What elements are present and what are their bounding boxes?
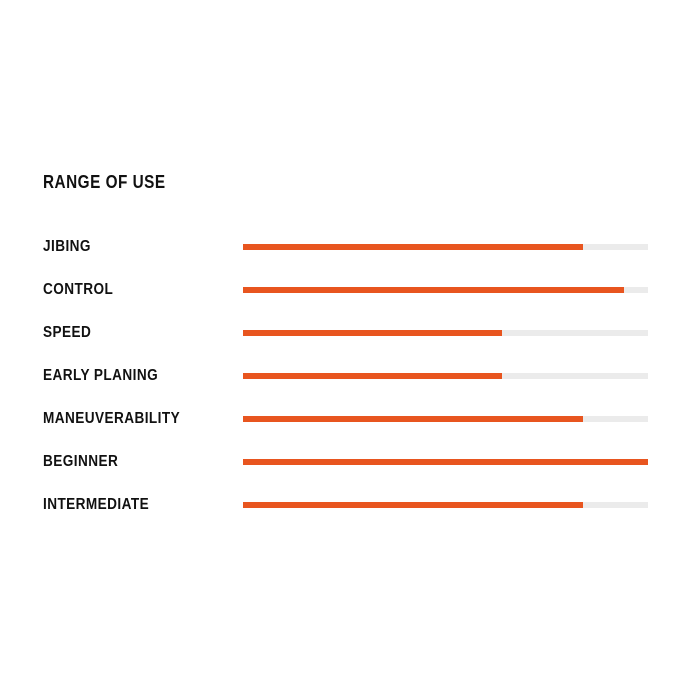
chart-row: INTERMEDIATE [43,483,648,526]
bar-fill [243,243,584,250]
category-label-text: EARLY PLANING [43,366,159,384]
category-label-text: INTERMEDIATE [43,495,150,513]
category-label: INTERMEDIATE [43,495,243,513]
category-label: JIBING [43,237,243,255]
bar-track [243,458,648,465]
chart-row: JIBING [43,225,648,268]
bar-track [243,286,648,293]
category-label: MANEUVERABILITY [43,409,243,427]
category-label-text: BEGINNER [43,452,119,470]
bar-fill [243,458,648,465]
chart-row: CONTROL [43,268,648,311]
category-label-text: SPEED [43,323,92,341]
bar-fill [243,372,503,379]
category-label-text: MANEUVERABILITY [43,409,181,427]
bar-track [243,415,648,422]
bar-track [243,329,648,336]
chart-title: RANGE OF USE [43,172,166,192]
bar-fill [243,329,503,336]
chart-row: MANEUVERABILITY [43,397,648,440]
chart-row: BEGINNER [43,440,648,483]
bar-fill [243,286,624,293]
category-label: BEGINNER [43,452,243,470]
chart-row: SPEED [43,311,648,354]
category-label-text: CONTROL [43,280,114,298]
bar-fill [243,501,584,508]
category-label: SPEED [43,323,243,341]
chart-rows: JIBING CONTROL SPEED EARLY PLANING MANEU [43,225,648,526]
category-label-text: JIBING [43,237,91,255]
bar-track [243,501,648,508]
category-label: EARLY PLANING [43,366,243,384]
category-label: CONTROL [43,280,243,298]
bar-track [243,372,648,379]
bar-track [243,243,648,250]
bar-fill [243,415,584,422]
chart-row: EARLY PLANING [43,354,648,397]
